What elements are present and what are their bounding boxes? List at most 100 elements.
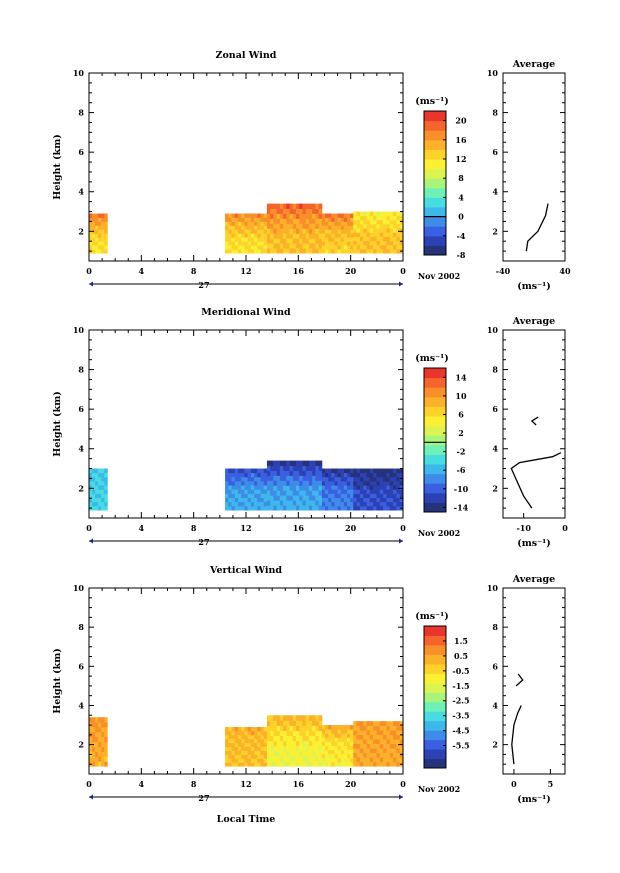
heatmap-cells xyxy=(89,460,404,511)
data-segment xyxy=(353,211,404,254)
heatmap-cell xyxy=(389,228,394,233)
heatmap-cell xyxy=(270,725,274,731)
heatmap-cell xyxy=(386,215,391,221)
heatmap-cell xyxy=(305,725,310,731)
heatmap-cell xyxy=(373,734,377,740)
heatmap-cell xyxy=(315,218,320,224)
heatmap-cell xyxy=(241,497,245,503)
heatmap-cell xyxy=(247,730,252,736)
heatmap-cell xyxy=(266,480,271,486)
heatmap-cell xyxy=(228,730,232,736)
heatmap-cell xyxy=(359,236,364,242)
heatmap-cell xyxy=(98,472,102,478)
heatmap-cell xyxy=(225,225,229,230)
heatmap-cell xyxy=(305,243,310,249)
heatmap-cell xyxy=(89,476,93,482)
heatmap-cell xyxy=(234,746,239,751)
heatmap-cell xyxy=(237,221,242,226)
heatmap-cell xyxy=(289,490,294,496)
heatmap-cell xyxy=(308,761,313,767)
heatmap-cell xyxy=(373,489,377,494)
data-segment xyxy=(353,721,404,767)
heatmap-cell xyxy=(101,741,105,747)
heatmap-cell xyxy=(389,489,394,494)
heatmap-cell xyxy=(279,485,284,491)
heatmap-cell xyxy=(321,725,326,730)
heatmap-cell xyxy=(305,203,310,209)
heatmap-cell xyxy=(389,232,394,237)
average-frame xyxy=(502,329,566,519)
heatmap-cell xyxy=(389,472,394,478)
heatmap-cell xyxy=(286,233,290,239)
heatmap-cell xyxy=(356,748,361,754)
heatmap-cell xyxy=(266,505,271,511)
heatmap-cell xyxy=(312,505,316,511)
heatmap-cell xyxy=(266,213,271,219)
heatmap-cell xyxy=(244,493,249,499)
heatmap-cell xyxy=(308,243,313,249)
heatmap-cell xyxy=(98,249,102,254)
heatmap-cell xyxy=(292,238,297,244)
heatmap-cell xyxy=(250,245,255,250)
heatmap-cell xyxy=(312,243,316,249)
heatmap-cell xyxy=(353,244,357,250)
heatmap-cell xyxy=(373,730,377,736)
heatmap-cell xyxy=(296,480,300,486)
heatmap-cell xyxy=(399,739,404,745)
heatmap-cell xyxy=(376,468,381,474)
heatmap-cell xyxy=(353,730,357,736)
heatmap-cell xyxy=(373,223,377,229)
heatmap-cell xyxy=(286,500,290,506)
heatmap-cell xyxy=(325,757,329,763)
heatmap-cell xyxy=(312,223,316,229)
heatmap-cell xyxy=(328,501,332,507)
heatmap-cell xyxy=(321,237,326,242)
heatmap-cell xyxy=(263,742,268,747)
heatmap-cell xyxy=(328,737,332,742)
heatmap-cell xyxy=(363,232,367,237)
heatmap-cell xyxy=(263,213,268,218)
heatmap-cell xyxy=(376,223,381,229)
heatmap-cell xyxy=(279,715,284,721)
heatmap-cell xyxy=(389,501,394,507)
heatmap-cell xyxy=(359,721,364,727)
heatmap-cell xyxy=(276,238,281,244)
heatmap-cell xyxy=(98,489,102,494)
colorbar-tick-label: 10 xyxy=(455,391,467,401)
heatmap-cell xyxy=(369,248,374,254)
heatmap-cell xyxy=(228,489,232,494)
heatmap-cell xyxy=(250,485,255,490)
heatmap-cell xyxy=(366,240,371,246)
heatmap-cell xyxy=(369,493,374,499)
heatmap-cell xyxy=(347,749,351,755)
heatmap-cell xyxy=(273,480,278,486)
heatmap-cell xyxy=(393,468,397,474)
heatmap-cell xyxy=(231,468,236,474)
heatmap-cell xyxy=(299,715,303,721)
heatmap-cell xyxy=(325,729,329,734)
heatmap-cell xyxy=(353,748,357,754)
heatmap-cell xyxy=(350,480,354,486)
heatmap-cell xyxy=(312,715,316,721)
heatmap-cell xyxy=(343,497,348,503)
heatmap-cell xyxy=(399,752,404,758)
average-y-tick-label: 2 xyxy=(492,740,498,750)
heatmap-cell xyxy=(273,460,278,466)
heatmap-cell xyxy=(353,725,357,731)
colorbar-band xyxy=(424,226,446,237)
heatmap-cell xyxy=(386,219,391,225)
heatmap-cell xyxy=(101,736,105,743)
heatmap-cell xyxy=(244,472,249,478)
colorbar-band xyxy=(424,368,446,379)
heatmap-cell xyxy=(92,480,96,486)
heatmap-cell xyxy=(266,228,271,234)
heatmap-cell xyxy=(266,203,271,209)
heatmap-cell xyxy=(244,225,249,230)
heatmap-cell xyxy=(92,249,96,254)
heatmap-cell xyxy=(241,734,245,740)
average-y-tick-label: 6 xyxy=(492,147,498,157)
heatmap-cell xyxy=(244,727,249,732)
heatmap-cell xyxy=(260,245,265,250)
